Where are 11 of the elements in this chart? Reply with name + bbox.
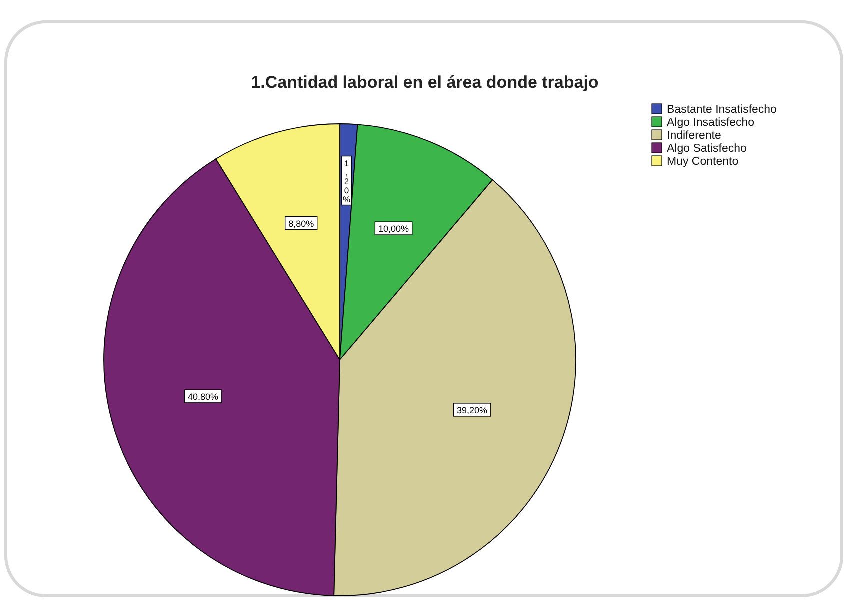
chart-title: 1.Cantidad laboral en el área donde trabajo (251, 73, 599, 92)
data-label: 1,20% (342, 158, 351, 204)
legend-label: Indiferente (667, 130, 722, 142)
data-label: 40,80% (188, 392, 219, 402)
legend-label: Algo Satisfecho (667, 143, 747, 155)
data-label: 10,00% (378, 224, 410, 234)
legend-label: Algo Insatisfecho (667, 117, 755, 129)
data-label: 8,80% (288, 218, 314, 229)
legend-label: Muy Contento (667, 156, 739, 168)
data-label: 39,20% (457, 405, 488, 416)
legend-label: Bastante Insatisfecho (667, 104, 777, 116)
